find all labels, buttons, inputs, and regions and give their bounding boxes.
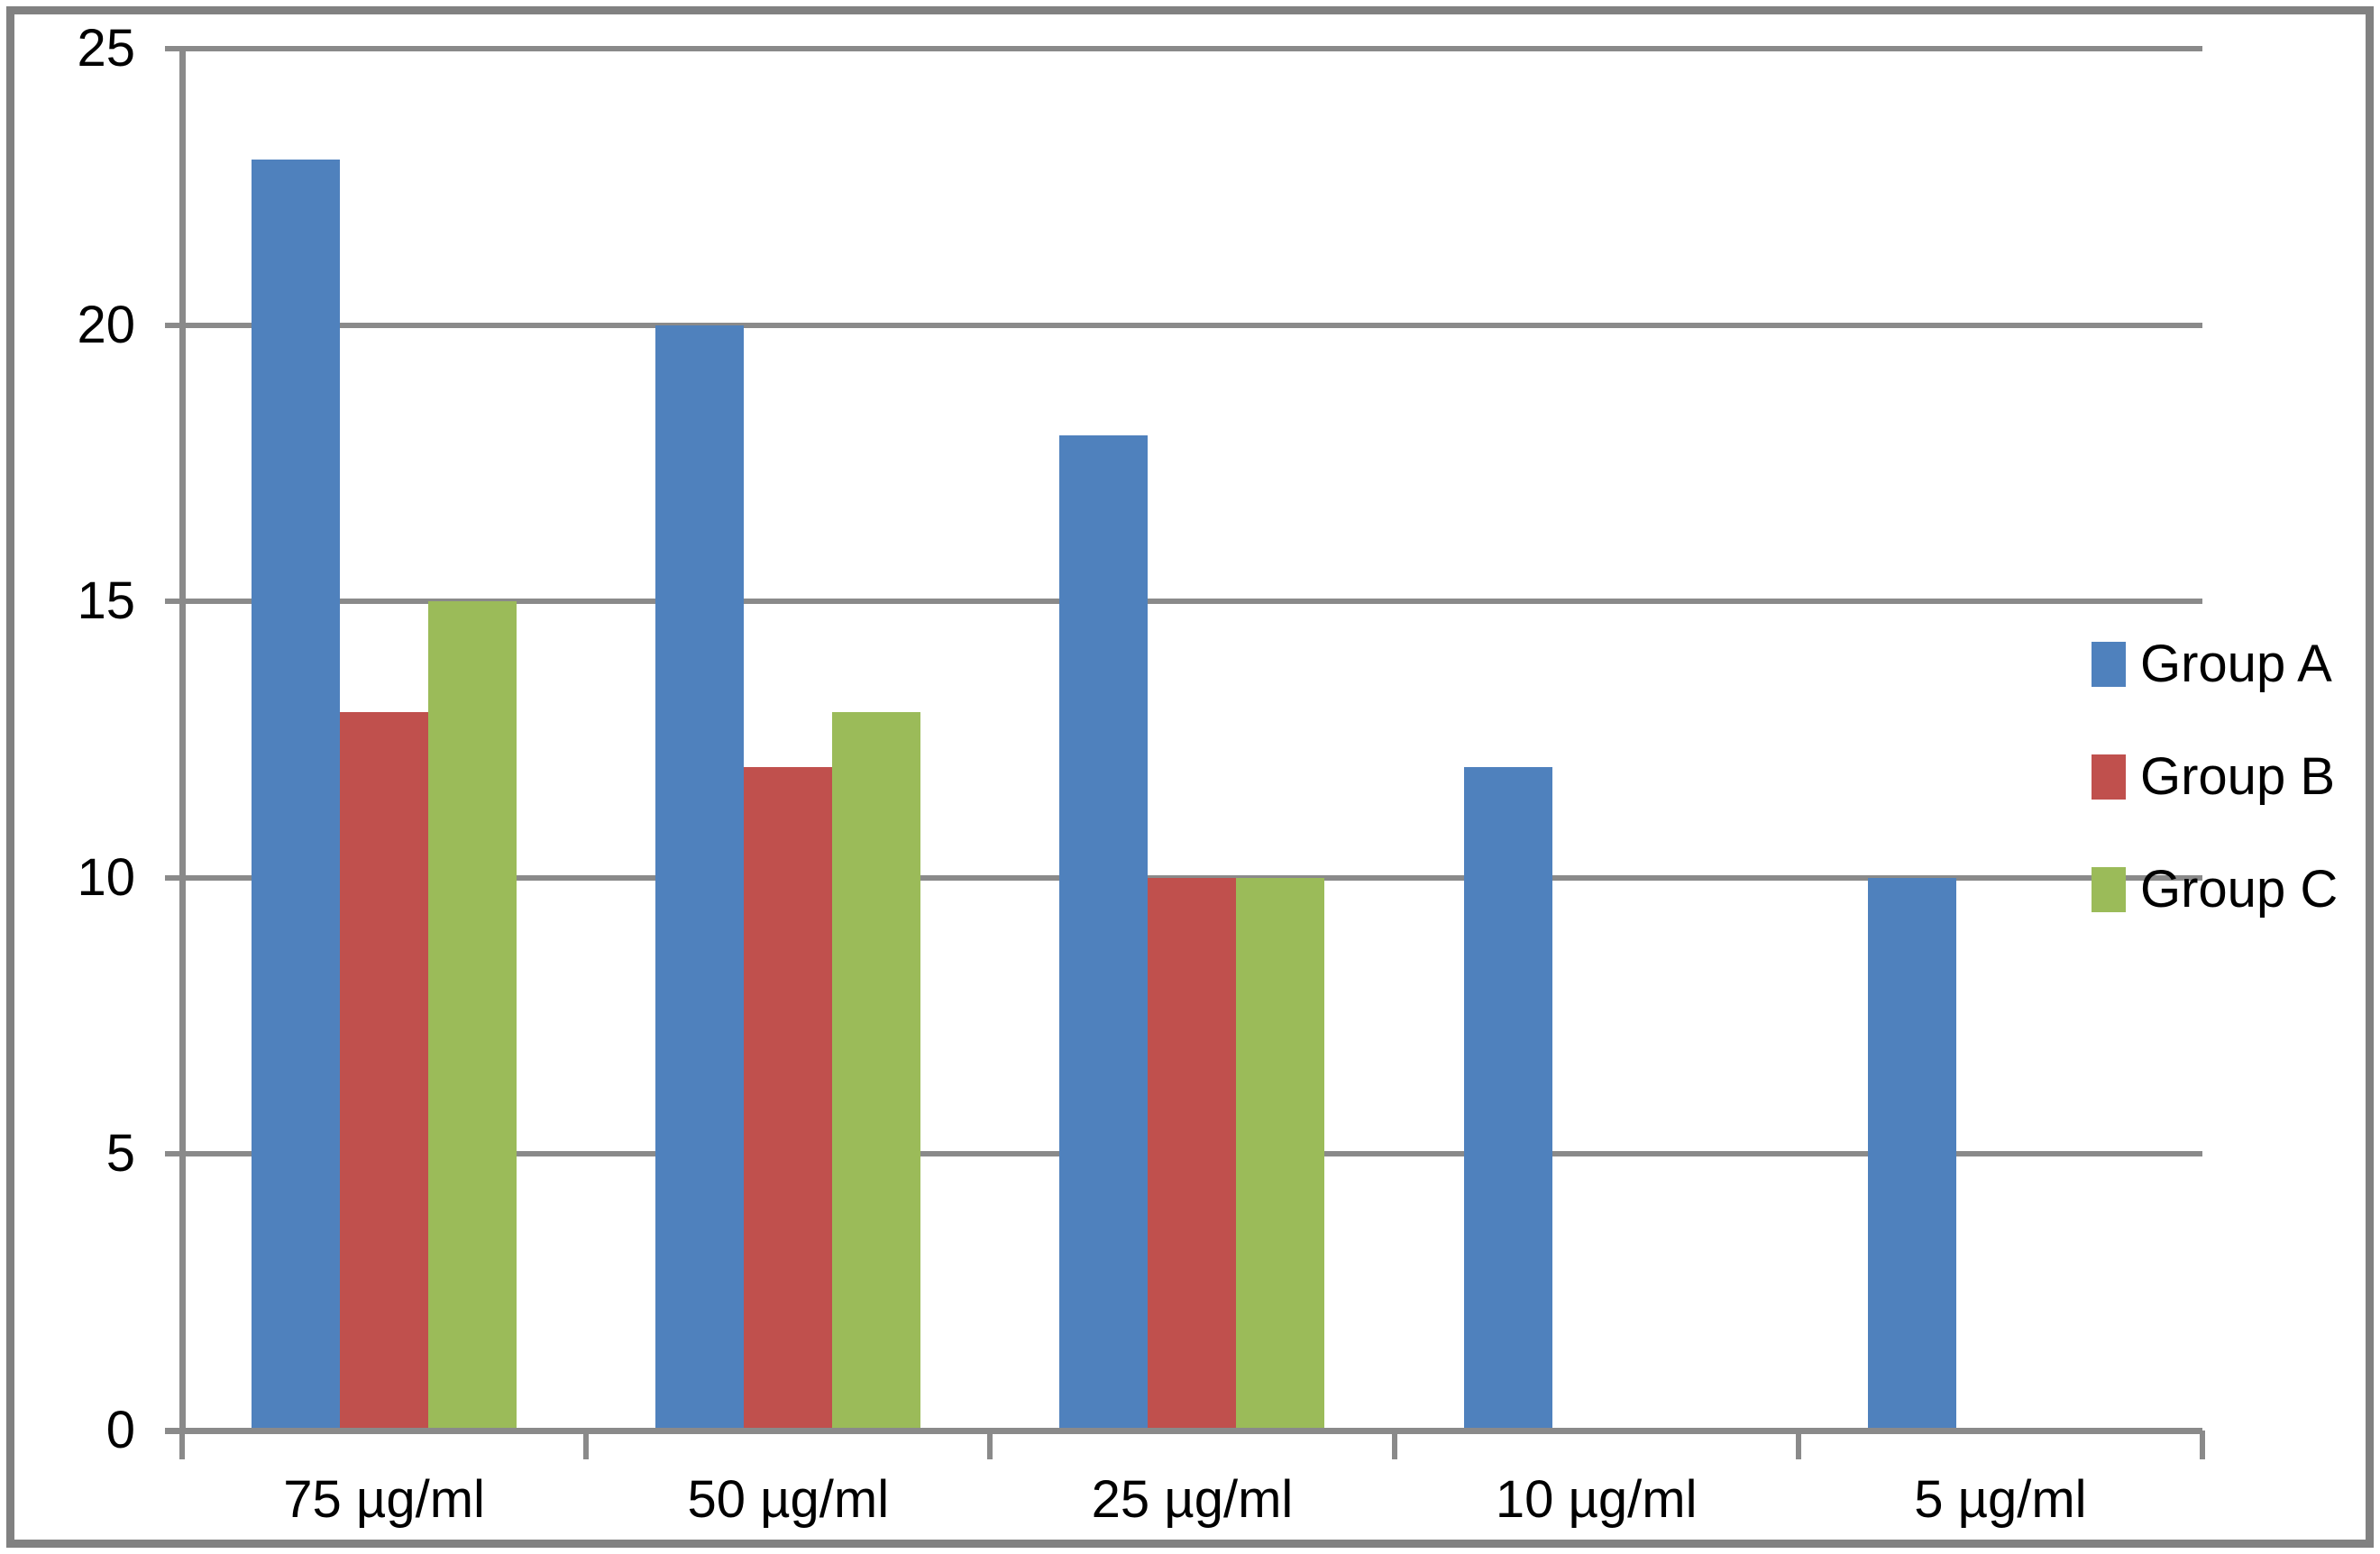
gridline-15 [165, 599, 2202, 605]
legend-item-group-b: Group B [2092, 746, 2335, 808]
x-category-label: 5 µg/ml [1914, 1470, 2087, 1529]
bar-group-c-25µg/ml [1236, 877, 1325, 1431]
y-tick-label: 15 [77, 571, 135, 631]
legend-swatch-group-b [2092, 754, 2126, 800]
y-tick-label: 25 [77, 19, 135, 78]
x-axis-tick [987, 1431, 993, 1459]
x-category-label: 25 µg/ml [1091, 1470, 1294, 1529]
x-category-label: 75 µg/ml [283, 1470, 485, 1529]
x-axis-tick [583, 1431, 590, 1459]
bar-group-a-50µg/ml [655, 325, 745, 1431]
legend-swatch-group-c [2092, 867, 2126, 912]
bar-group-b-75µg/ml [340, 711, 428, 1431]
plot-area [165, 46, 2205, 1459]
bar-group-b-25µg/ml [1148, 877, 1237, 1431]
legend-item-group-c: Group C [2092, 859, 2338, 920]
y-axis-line [178, 49, 186, 1434]
bar-group-a-25µg/ml [1059, 435, 1149, 1431]
y-tick-label: 10 [77, 847, 135, 907]
legend-label-group-b: Group B [2140, 747, 2335, 806]
x-axis-tick [1391, 1431, 1397, 1459]
x-category-label: 50 µg/ml [687, 1470, 890, 1529]
gridline-20 [165, 322, 2202, 328]
gridline-10 [165, 874, 2202, 881]
gridline-25 [165, 46, 2202, 51]
x-axis-line [165, 1427, 2202, 1434]
legend-item-group-a: Group A [2092, 634, 2332, 695]
bar-group-a-5µg/ml [1867, 877, 1956, 1431]
y-tick-label: 5 [105, 1124, 135, 1184]
bar-group-a-10µg/ml [1463, 767, 1552, 1431]
x-axis-tick [179, 1431, 185, 1459]
y-tick-label: 0 [105, 1401, 135, 1459]
x-axis-tick [1795, 1431, 1801, 1459]
x-axis-tick [2200, 1431, 2205, 1459]
legend-swatch-group-a [2092, 642, 2126, 687]
x-category-label: 10 µg/ml [1495, 1470, 1698, 1529]
legend-label-group-c: Group C [2140, 860, 2339, 919]
bar-group-a-75µg/ml [252, 159, 340, 1431]
legend-label-group-a: Group A [2140, 635, 2332, 693]
bar-group-c-50µg/ml [832, 711, 921, 1431]
bar-group-c-75µg/ml [428, 601, 517, 1431]
bar-group-b-50µg/ml [744, 767, 833, 1431]
y-tick-label: 20 [77, 295, 135, 354]
